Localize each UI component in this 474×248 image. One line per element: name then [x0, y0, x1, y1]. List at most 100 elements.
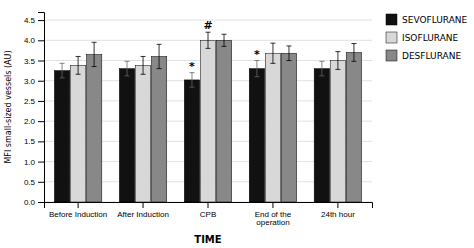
- x-axis-line: [45, 203, 373, 209]
- x-tick-mark: [78, 202, 79, 208]
- error-bar: [254, 61, 259, 77]
- error-bar: [76, 56, 81, 74]
- bar: [135, 65, 150, 202]
- y-tick-label: 0.0: [24, 198, 36, 207]
- x-tick-mark: [272, 202, 273, 208]
- error-bar: [270, 43, 275, 63]
- legend-item: DESFLURANE: [386, 50, 461, 61]
- y-axis-line: [38, 13, 45, 203]
- y-tick-label: 1.5: [24, 137, 36, 146]
- y-tick: 2.5: [24, 97, 44, 106]
- y-tick-label: 3.5: [24, 57, 36, 66]
- error-bar: [60, 63, 65, 78]
- bar: [249, 69, 264, 202]
- y-tick-mark: [38, 101, 44, 102]
- y-tick-mark: [38, 20, 44, 21]
- bar: [54, 71, 69, 202]
- annotation: *: [254, 48, 260, 61]
- error-bar: [157, 44, 162, 68]
- y-axis: 0.0 0.5 1.0 1.5 2.0 2.5 3.0 3.5 4.0 4.5: [24, 13, 45, 208]
- bar: [265, 53, 280, 202]
- y-tick-label: 0.5: [24, 178, 36, 187]
- series: [70, 32, 345, 202]
- y-tick: 3.5: [24, 57, 44, 66]
- y-tick: 0.5: [24, 178, 44, 187]
- error-bar: [206, 32, 211, 48]
- y-tick-label: 4.0: [24, 36, 36, 45]
- annotation: #: [203, 19, 212, 32]
- x-tick-label: 24th hour: [321, 210, 355, 219]
- x-tick-mark: [337, 202, 338, 208]
- x-tick-label: End of theoperation: [255, 210, 292, 228]
- error-bar: [141, 56, 146, 74]
- bar: [330, 61, 345, 202]
- plot: 0.0 0.5 1.0 1.5 2.0 2.5 3.0 3.5 4.0 4.5 Before Ind…: [24, 13, 373, 228]
- error-bar: [335, 52, 340, 70]
- x-tick-label: Before Induction: [49, 210, 107, 219]
- legend-label: SEVOFLURANE: [402, 15, 468, 25]
- x-tick-label: After Induction: [117, 210, 169, 219]
- y-tick: 3.0: [24, 77, 44, 86]
- x-tick-label: CPB: [200, 210, 216, 219]
- legend-label: DESFLURANE: [402, 51, 461, 61]
- x-tick: CPB: [200, 202, 216, 219]
- error-bar: [125, 61, 130, 76]
- bar: [119, 69, 134, 202]
- bar: [184, 80, 199, 202]
- y-tick-mark: [38, 162, 44, 163]
- bar: [151, 56, 166, 202]
- bar: [281, 53, 296, 202]
- annotation: *: [189, 60, 195, 73]
- bar: [216, 40, 231, 202]
- y-axis-title: MFI small-sized vessels (AU): [4, 50, 13, 163]
- y-tick: 0.0: [24, 198, 44, 207]
- x-tick: 24th hour: [321, 202, 355, 219]
- legend-item: ISOFLURANE: [386, 32, 459, 43]
- y-tick: 1.0: [24, 158, 44, 167]
- bar: [70, 65, 85, 202]
- marks: [54, 32, 361, 202]
- legend: SEVOFLURANE ISOFLURANE DESFLURANE: [386, 14, 468, 61]
- error-bar: [286, 46, 291, 61]
- bar: [86, 54, 101, 202]
- annotations: * # *: [189, 19, 260, 72]
- legend-swatch: [386, 14, 397, 25]
- x-tick: Before Induction: [49, 202, 107, 219]
- y-tick-mark: [38, 141, 44, 142]
- error-bar: [351, 44, 356, 62]
- y-tick-label: 2.0: [24, 117, 36, 126]
- error-bar: [319, 61, 324, 76]
- error-bar: [222, 34, 227, 46]
- x-tick-mark: [208, 202, 209, 208]
- y-tick: 1.5: [24, 137, 44, 146]
- y-tick-label: 3.0: [24, 77, 36, 86]
- series: [86, 34, 361, 202]
- y-tick: 4.0: [24, 36, 44, 45]
- bar: [346, 52, 361, 202]
- chart: 0.0 0.5 1.0 1.5 2.0 2.5 3.0 3.5 4.0 4.5 Before Ind…: [0, 0, 474, 248]
- y-tick: 2.0: [24, 117, 44, 126]
- bar: [200, 40, 215, 202]
- x-tick-mark: [143, 202, 144, 208]
- y-tick-mark: [38, 61, 44, 62]
- y-tick-mark: [38, 81, 44, 82]
- y-tick-mark: [38, 182, 44, 183]
- y-tick-mark: [38, 121, 44, 122]
- y-tick: 4.5: [24, 16, 44, 25]
- y-tick-mark: [38, 202, 44, 203]
- y-tick-label: 4.5: [24, 16, 36, 25]
- legend-swatch: [386, 50, 397, 61]
- bar: [314, 69, 329, 202]
- legend-item: SEVOFLURANE: [386, 14, 468, 25]
- y-tick-label: 1.0: [24, 158, 36, 167]
- grid: [44, 20, 372, 202]
- error-bar: [92, 42, 97, 66]
- legend-label: ISOFLURANE: [402, 33, 459, 43]
- x-axis: Before Induction After Induction CPB End of…: [45, 202, 373, 227]
- x-tick: After Induction: [117, 202, 169, 219]
- x-tick: End of theoperation: [255, 202, 292, 227]
- x-axis-title: TIME: [194, 234, 221, 245]
- legend-swatch: [386, 32, 397, 43]
- y-tick-mark: [38, 40, 44, 41]
- error-bar: [189, 73, 194, 88]
